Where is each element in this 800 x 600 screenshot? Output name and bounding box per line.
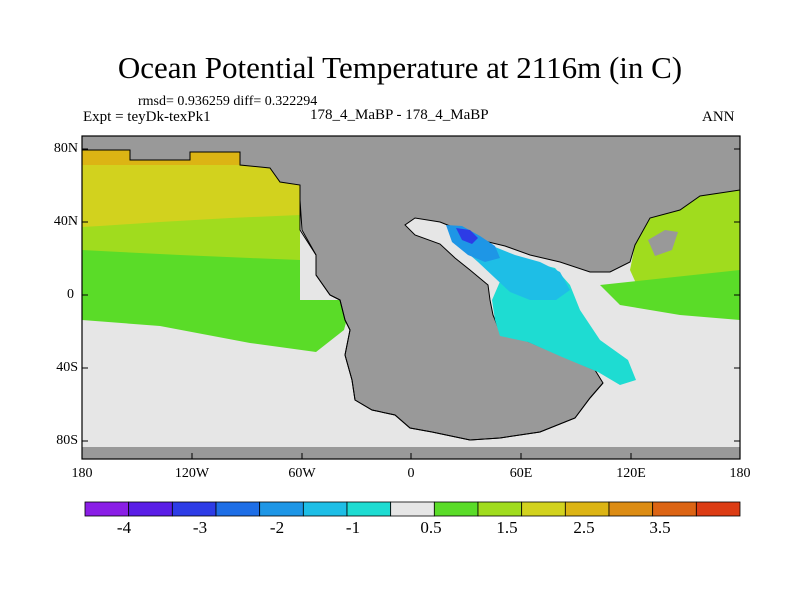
colorbar-label: -1 xyxy=(345,518,361,537)
lat-label-40s: 40S xyxy=(56,360,78,375)
lat-label-80s: 80S xyxy=(56,433,78,448)
colorbar xyxy=(84,501,741,517)
colorbar-swatch xyxy=(433,501,479,517)
lon-label-60w: 60W xyxy=(288,466,316,481)
lat-label-80n: 80N xyxy=(53,141,78,156)
latitude-ticks xyxy=(82,148,740,442)
lon-label-120w: 120W xyxy=(174,466,210,481)
lon-label-0: 0 xyxy=(407,466,415,481)
lon-label-180-right: 180 xyxy=(729,466,751,481)
colorbar-label: 3.5 xyxy=(649,518,671,537)
colorbar-swatch xyxy=(521,501,566,517)
colorbar-label: -4 xyxy=(116,518,132,537)
colorbar-label: 1.5 xyxy=(496,518,518,537)
colorbar-swatch xyxy=(390,501,435,517)
colorbar-label: -3 xyxy=(192,518,208,537)
colorbar-swatch xyxy=(608,501,654,517)
east-green-ocean xyxy=(600,270,740,320)
colorbar-label: -2 xyxy=(269,518,285,537)
rmsd-diff-stats: rmsd= 0.936259 diff= 0.322294 xyxy=(138,94,318,109)
land-northern-cap xyxy=(82,136,300,145)
dark-blue-anomaly-region xyxy=(456,228,478,244)
experiment-label: Expt = teyDk-texPk1 xyxy=(83,109,211,125)
colorbar-swatch xyxy=(695,501,741,517)
yellow-ocean-band xyxy=(82,165,300,227)
lat-label-0: 0 xyxy=(67,287,74,302)
map-title: Ocean Potential Temperature at 2116m (in… xyxy=(117,50,683,85)
colorbar-swatch xyxy=(84,501,130,517)
land-islands-east xyxy=(648,230,678,256)
lat-label-40n: 40N xyxy=(53,214,78,229)
lon-label-120e: 120E xyxy=(616,466,646,481)
colorbar-swatch xyxy=(346,501,392,517)
lon-label-60e: 60E xyxy=(509,466,533,481)
coastline-outline xyxy=(299,185,604,441)
colorbar-swatch xyxy=(215,501,261,517)
longitude-ticks xyxy=(81,453,741,459)
colorbar-label: 0.5 xyxy=(420,518,442,537)
colorbar-swatch xyxy=(171,501,217,517)
colorbar-swatch xyxy=(259,501,304,517)
colorbar-swatch xyxy=(564,501,610,517)
lon-label-180-left: 180 xyxy=(71,466,93,481)
colorbar-swatch xyxy=(652,501,697,517)
colorbar-swatch xyxy=(128,501,173,517)
colorbar-label: 2.5 xyxy=(573,518,595,537)
comparison-label: 178_4_MaBP - 178_4_MaBP xyxy=(310,107,489,123)
colorbar-swatch xyxy=(477,501,523,517)
colorbar-swatch xyxy=(302,501,348,517)
green-ocean-band xyxy=(82,248,352,352)
season-label: ANN xyxy=(702,109,735,125)
